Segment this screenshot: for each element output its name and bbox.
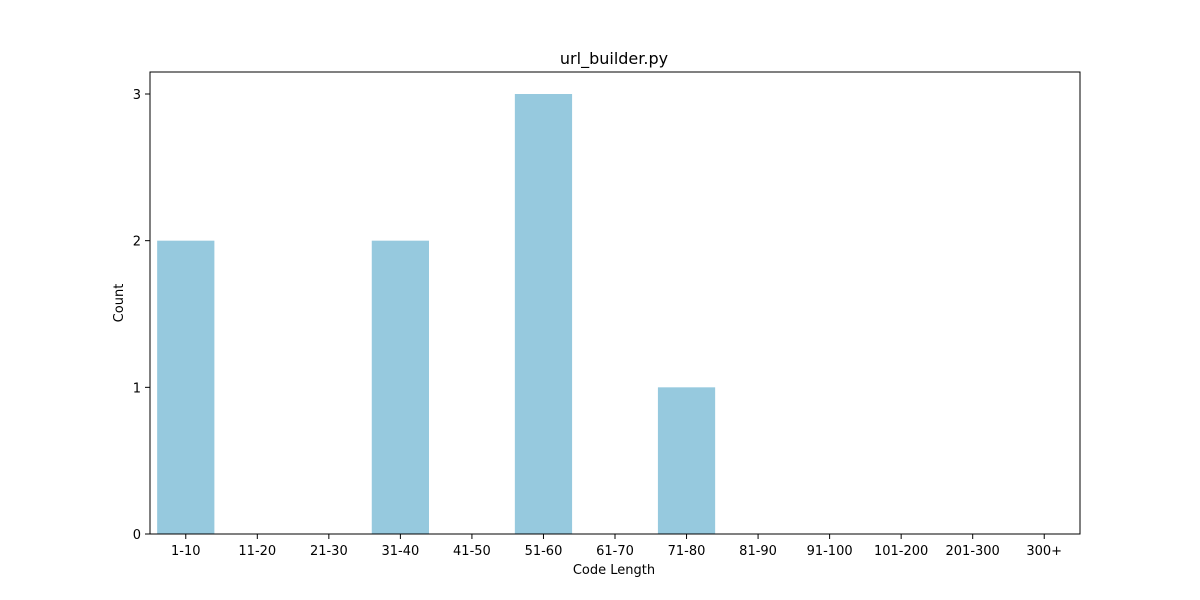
bar-31-40 — [371, 240, 429, 535]
x-tick-label: 91-100 — [807, 544, 853, 559]
bars-group — [157, 94, 716, 535]
y-tick-label: 0 — [133, 528, 141, 543]
x-tick-label: 51-60 — [525, 544, 563, 559]
x-tick-label: 101-200 — [874, 544, 928, 559]
x-tick-label: 41-50 — [453, 544, 491, 559]
y-tick-label: 1 — [133, 381, 141, 396]
y-axis: 0 1 2 3 — [133, 88, 150, 543]
y-tick-label: 3 — [133, 88, 141, 103]
x-tick-label: 71-80 — [668, 544, 706, 559]
x-tick-label: 1-10 — [171, 544, 201, 559]
x-tick-label: 300+ — [1026, 544, 1062, 559]
bar-1-10 — [157, 240, 215, 535]
x-tick-label: 21-30 — [310, 544, 348, 559]
x-tick-label: 11-20 — [238, 544, 276, 559]
bar-71-80 — [657, 387, 716, 534]
bar-51-60 — [514, 94, 573, 534]
x-axis-label: Code Length — [573, 563, 655, 578]
chart-title: url_builder.py — [560, 49, 668, 69]
x-tick-label: 201-300 — [946, 544, 1000, 559]
x-tick-label: 61-70 — [596, 544, 634, 559]
x-tick-label: 31-40 — [381, 544, 419, 559]
x-tick-label: 81-90 — [739, 544, 777, 559]
plot-frame — [149, 71, 1081, 535]
y-axis-label: Count — [112, 284, 127, 323]
y-tick-label: 2 — [133, 235, 141, 250]
x-axis: 1-10 11-20 21-30 31-40 41-50 51-60 61-70 71-80 8… — [171, 534, 1062, 559]
